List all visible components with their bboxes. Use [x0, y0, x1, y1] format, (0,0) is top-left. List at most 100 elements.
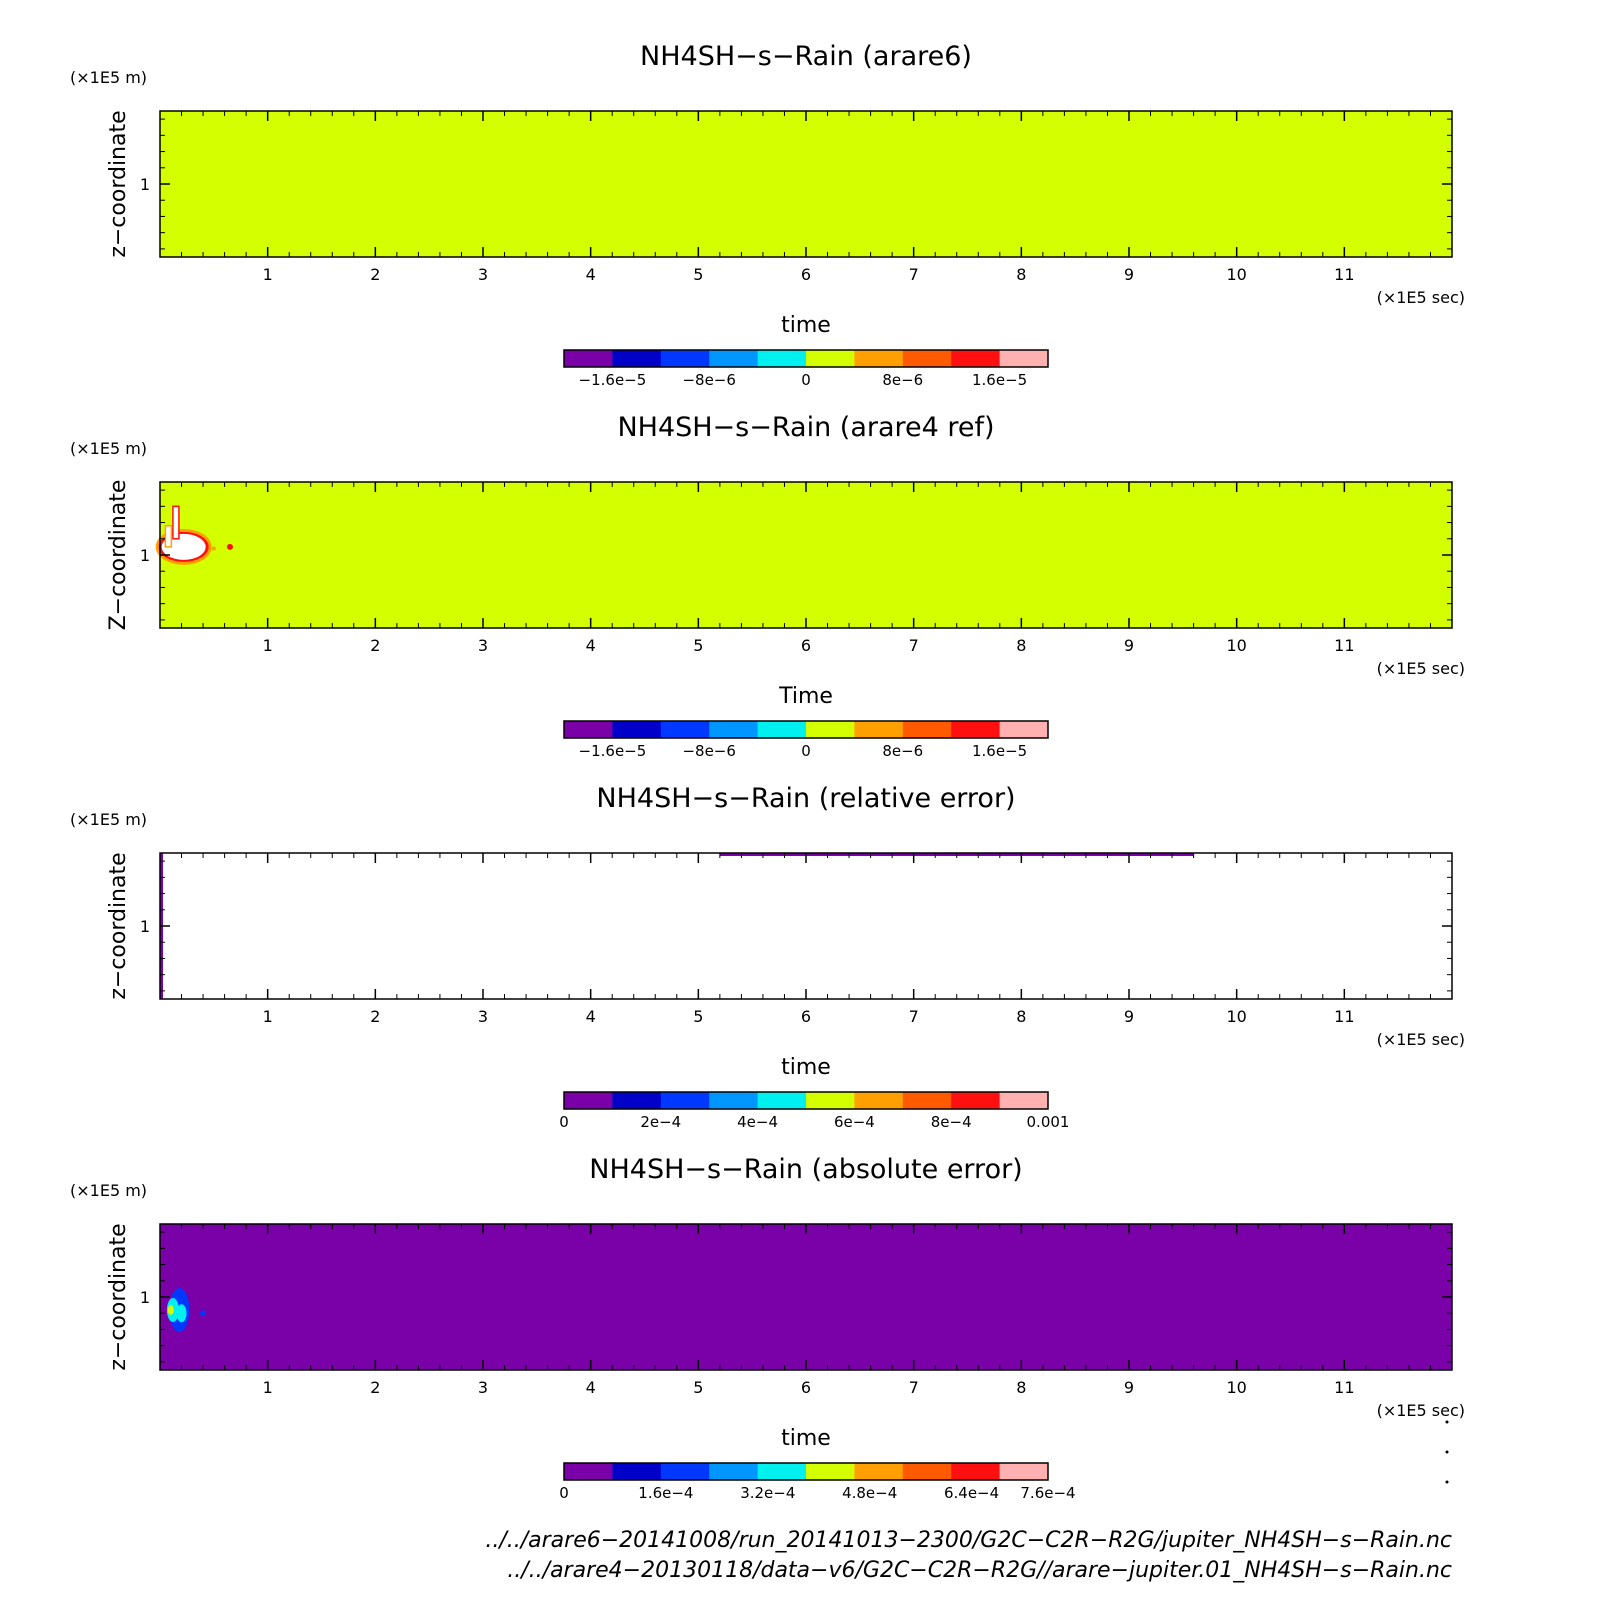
panel1-colorbar-label: 0 — [801, 371, 811, 389]
panel4-colorbar-cell — [999, 1463, 1049, 1480]
panel2-colorbar-cell — [806, 721, 855, 738]
panel4-x-unit: (×1E5 sec) — [1377, 1401, 1465, 1420]
panel4-colorbar-cell — [902, 1463, 952, 1480]
panel3-xtick-label: 3 — [478, 1007, 488, 1026]
panel1-x-unit: (×1E5 sec) — [1377, 288, 1465, 307]
panel4-y-label: z−coordinate — [106, 1223, 131, 1370]
panel4-colorbar-label: 7.6e−4 — [1020, 1484, 1075, 1502]
panel4-xtick-label: 1 — [263, 1378, 273, 1397]
panel2-y-unit: (×1E5 m) — [70, 439, 147, 458]
panel2-colorbar-label: 1.6e−5 — [972, 742, 1027, 760]
panel3-colorbar-cell — [612, 1092, 662, 1109]
panel3-colorbar-label: 6e−4 — [834, 1113, 875, 1131]
panel2-feature-white-spike — [172, 505, 180, 540]
panel3-y-unit: (×1E5 m) — [70, 810, 147, 829]
panel2-xtick-label: 2 — [370, 636, 380, 655]
panel4-feature-green — [167, 1304, 174, 1315]
panel2-colorbar-label: 8e−6 — [882, 742, 923, 760]
panel4-y-unit: (×1E5 m) — [70, 1181, 147, 1200]
panel2-colorbar-cell — [902, 721, 952, 738]
panel1-xtick-label: 7 — [909, 265, 919, 284]
panel3-xtick-label: 9 — [1124, 1007, 1134, 1026]
panel2-colorbar-cell — [757, 721, 807, 738]
panel3-ytick-label: 1 — [140, 917, 150, 936]
panel4-colorbar-cell — [951, 1463, 1001, 1480]
panel3-x-label: time — [781, 1055, 831, 1080]
panel1-colorbar-cell — [660, 350, 710, 367]
panel2-colorbar-cell — [612, 721, 662, 738]
panel1-xtick-label: 6 — [801, 265, 811, 284]
panel3-colorbar-label: 0 — [559, 1113, 569, 1131]
panel3-colorbar-label: 4e−4 — [737, 1113, 778, 1131]
panel3-colorbar-frame — [563, 1091, 1049, 1110]
panel3-xtick-label: 1 — [263, 1007, 273, 1026]
panel2-colorbar-cell — [564, 721, 613, 738]
decorative-dot — [1445, 1450, 1449, 1454]
panel4-ytick-label: 1 — [140, 1288, 150, 1307]
panel2-xtick-label: 10 — [1226, 636, 1246, 655]
panel1-colorbar-cell — [564, 350, 613, 367]
panel4-xtick-label: 2 — [370, 1378, 380, 1397]
decorative-dot — [1445, 1480, 1449, 1484]
panel1-xtick-label: 2 — [370, 265, 380, 284]
panel4-colorbar-cell — [854, 1463, 904, 1480]
panel2-colorbar-cell — [709, 721, 759, 738]
panel3-xtick-label: 10 — [1226, 1007, 1246, 1026]
panel1-ytick-label: 1 — [140, 175, 150, 194]
panel1-field-base — [160, 111, 1452, 257]
panel2-xtick-label: 7 — [909, 636, 919, 655]
panel1-colorbar-cell — [757, 350, 807, 367]
panel3-colorbar-label: 0.001 — [1027, 1113, 1070, 1131]
panel3-colorbar-cell — [564, 1092, 613, 1109]
panel3-xtick-label: 2 — [370, 1007, 380, 1026]
panel1-colorbar-frame — [563, 349, 1049, 368]
panel3-colorbar-label: 8e−4 — [931, 1113, 972, 1131]
panel2-x-label: Time — [778, 684, 833, 709]
panel4-colorbar-cell — [612, 1463, 662, 1480]
panel2-xtick-label: 9 — [1124, 636, 1134, 655]
panel1-xtick-label: 10 — [1226, 265, 1246, 284]
panel4-xtick-label: 11 — [1334, 1378, 1354, 1397]
panel3-xtick-label: 6 — [801, 1007, 811, 1026]
panel2-colorbar-cell — [660, 721, 710, 738]
panel3-colorbar-cell — [999, 1092, 1049, 1109]
panel3-xtick-label: 7 — [909, 1007, 919, 1026]
panel2-xtick-label: 6 — [801, 636, 811, 655]
panel1-colorbar-cell — [709, 350, 759, 367]
panel1-colorbar-label: −8e−6 — [682, 371, 735, 389]
panel2-colorbar-cell — [999, 721, 1049, 738]
panel2-xtick-label: 1 — [263, 636, 273, 655]
panel3-xtick-label: 8 — [1016, 1007, 1026, 1026]
panel4-colorbar-cell — [660, 1463, 710, 1480]
panel2-xtick-label: 8 — [1016, 636, 1026, 655]
panel4-xtick-label: 7 — [909, 1378, 919, 1397]
panel4-field-base — [160, 1224, 1452, 1370]
panel1-y-label: z−coordinate — [106, 110, 131, 257]
panel2-xtick-label: 5 — [693, 636, 703, 655]
panel4-title: NH4SH−s−Rain (absolute error) — [589, 1154, 1022, 1185]
panel2-colorbar-label: 0 — [801, 742, 811, 760]
panel3-field-base — [160, 853, 1452, 999]
panel4-xtick-label: 6 — [801, 1378, 811, 1397]
panel4-xtick-label: 9 — [1124, 1378, 1134, 1397]
panel4-xtick-label: 8 — [1016, 1378, 1026, 1397]
panel1-xtick-label: 1 — [263, 265, 273, 284]
panel1-colorbar-cell — [854, 350, 904, 367]
panel4-xtick-label: 10 — [1226, 1378, 1246, 1397]
panel1-colorbar-cell — [902, 350, 952, 367]
panel2-feature-red-dot — [226, 543, 233, 550]
panel1-xtick-label: 4 — [586, 265, 596, 284]
panel2-xtick-label: 3 — [478, 636, 488, 655]
panel1-colorbar-cell — [806, 350, 855, 367]
panel4-colorbar-label: 3.2e−4 — [740, 1484, 795, 1502]
panel2-y-label: Z−coordinate — [106, 480, 131, 631]
panel3-colorbar-cell — [660, 1092, 710, 1109]
panel2-field-base — [160, 482, 1452, 628]
panel4-xtick-label: 5 — [693, 1378, 703, 1397]
panel4-xtick-label: 3 — [478, 1378, 488, 1397]
panel3-xtick-label: 5 — [693, 1007, 703, 1026]
panel2-x-unit: (×1E5 sec) — [1377, 659, 1465, 678]
panel4-colorbar-label: 4.8e−4 — [842, 1484, 897, 1502]
panel2-title: NH4SH−s−Rain (arare4 ref) — [617, 412, 994, 443]
